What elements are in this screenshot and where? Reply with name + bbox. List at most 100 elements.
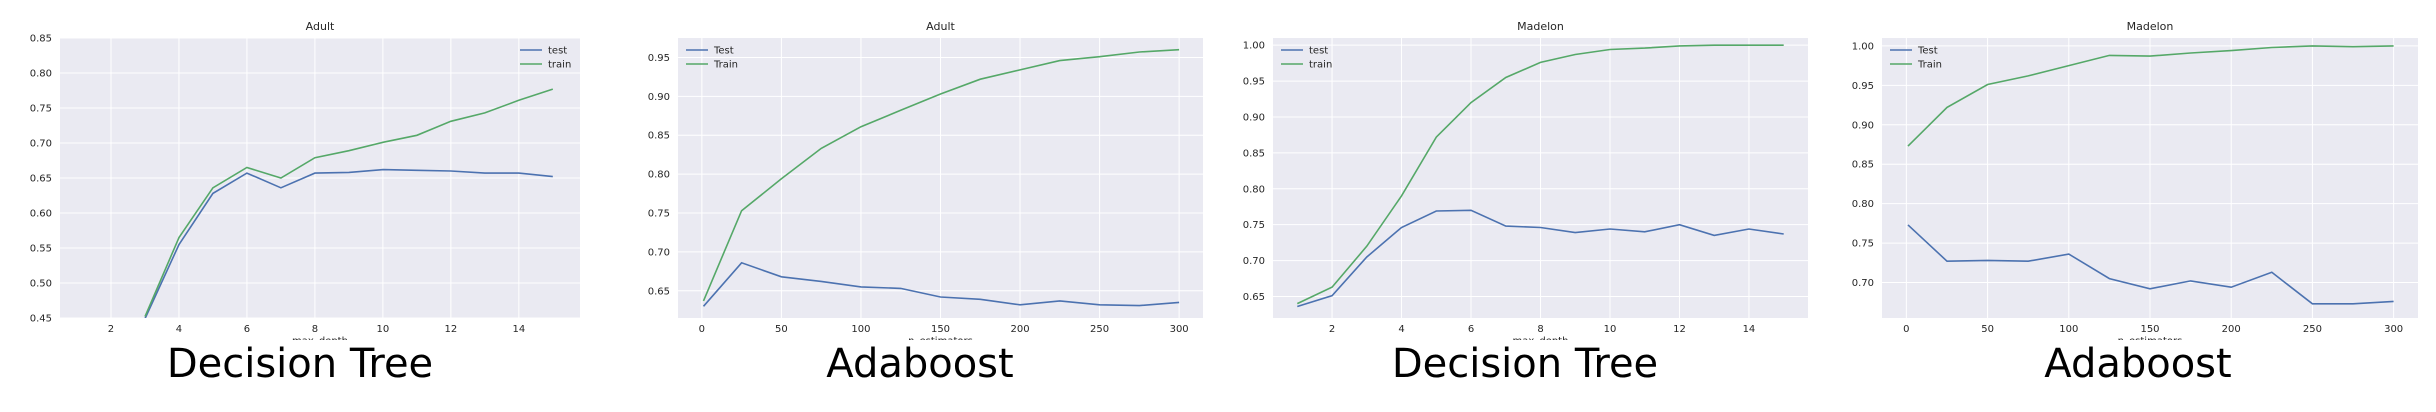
- x-tick-label: 10: [377, 324, 390, 335]
- y-tick-label: 0.90: [1852, 120, 1874, 131]
- chart-title: Madelon: [1517, 20, 1564, 33]
- x-axis-label: max_depth: [292, 336, 348, 340]
- gridlines: [678, 38, 1203, 318]
- legend-label: Train: [713, 60, 738, 71]
- y-tick-label: 0.75: [1852, 239, 1874, 250]
- chart-panel-3: 0.65 0.70 0.75 0.80 0.85 0.90 0.95 1.00 2 4 6 8 10 12…: [1225, 0, 1825, 412]
- x-tick-label: 100: [851, 324, 870, 335]
- legend-label: test: [1309, 46, 1328, 57]
- chart-panel-2: 0.65 0.70 0.75 0.80 0.85 0.90 0.95 0 50 100 150 200…: [620, 0, 1220, 412]
- legend-label: Test: [1917, 46, 1938, 57]
- series-line-train: [144, 88, 554, 317]
- y-tick-label: 0.90: [1243, 112, 1265, 123]
- series-line-train: [702, 48, 1180, 302]
- series-line-train: [1296, 44, 1784, 305]
- chart-1: 0.45 0.50 0.55 0.60 0.65 0.70 0.75 0.80 0.85 2 4 6 8…: [30, 20, 580, 340]
- tick-labels: 0.65 0.70 0.75 0.80 0.85 0.90 0.95 0 50 100 150 200…: [648, 53, 1189, 335]
- chart-caption: Decision Tree: [1391, 341, 1659, 387]
- legend-label: train: [548, 60, 571, 71]
- chart-caption: Adaboost: [2044, 341, 2232, 387]
- x-axis-label: n_estimators: [908, 336, 973, 340]
- legend-label: train: [1309, 60, 1332, 71]
- legend-label: test: [548, 46, 567, 57]
- series-line-test: [1907, 224, 2394, 305]
- y-tick-label: 0.45: [30, 314, 52, 325]
- y-tick-label: 0.80: [30, 69, 52, 80]
- series-line-train: [1907, 45, 2394, 147]
- legend: Test Train: [1890, 46, 1942, 71]
- y-tick-label: 0.90: [648, 92, 670, 103]
- x-tick-label: 100: [2059, 324, 2078, 335]
- chart-3: 0.65 0.70 0.75 0.80 0.85 0.90 0.95 1.00 2 4 6 8 10 12…: [1243, 20, 1808, 340]
- y-tick-label: 0.85: [1243, 148, 1265, 159]
- y-tick-label: 0.75: [30, 104, 52, 115]
- x-tick-label: 300: [1170, 324, 1189, 335]
- y-tick-label: 0.85: [1852, 160, 1874, 171]
- x-tick-label: 8: [312, 324, 318, 335]
- chart-caption: Decision Tree: [166, 341, 434, 387]
- y-tick-label: 0.85: [30, 34, 52, 45]
- x-tick-label: 50: [775, 324, 788, 335]
- x-tick-label: 0: [1903, 324, 1909, 335]
- y-tick-label: 0.95: [1852, 81, 1874, 92]
- y-tick-label: 0.65: [30, 174, 52, 185]
- x-tick-label: 250: [2303, 324, 2322, 335]
- x-tick-label: 150: [931, 324, 950, 335]
- series-line-test: [702, 261, 1180, 307]
- x-tick-label: 14: [1743, 324, 1756, 335]
- x-tick-label: 8: [1537, 324, 1543, 335]
- tick-labels: 0.65 0.70 0.75 0.80 0.85 0.90 0.95 1.00 2 4 6 8 10 12…: [1243, 41, 1756, 335]
- legend: test train: [1281, 46, 1332, 71]
- y-tick-label: 0.70: [30, 139, 52, 150]
- x-tick-label: 14: [512, 324, 525, 335]
- y-tick-label: 1.00: [1243, 41, 1265, 52]
- x-tick-label: 50: [1981, 324, 1994, 335]
- x-tick-label: 12: [1673, 324, 1686, 335]
- y-tick-label: 0.60: [30, 209, 52, 220]
- chart-2: 0.65 0.70 0.75 0.80 0.85 0.90 0.95 0 50 100 150 200…: [648, 20, 1203, 340]
- chart-4: 0.70 0.75 0.80 0.85 0.90 0.95 1.00 0 50 100 150 200…: [1852, 20, 2418, 340]
- y-tick-label: 0.75: [1243, 220, 1265, 231]
- y-tick-label: 0.85: [648, 131, 670, 142]
- x-tick-label: 300: [2384, 324, 2403, 335]
- chart-caption: Adaboost: [826, 341, 1014, 387]
- x-tick-label: 4: [176, 324, 182, 335]
- y-tick-label: 1.00: [1852, 41, 1874, 52]
- x-tick-label: 6: [244, 324, 250, 335]
- chart-title: Madelon: [2127, 20, 2174, 33]
- tick-labels: 0.70 0.75 0.80 0.85 0.90 0.95 1.00 0 50 100 150 200…: [1852, 41, 2403, 335]
- chart-panel-1: 0.45 0.50 0.55 0.60 0.65 0.70 0.75 0.80 0.85 2 4 6 8…: [0, 0, 600, 412]
- y-tick-label: 0.70: [648, 247, 670, 258]
- x-axis-label: n_estimators: [2118, 336, 2183, 340]
- y-tick-label: 0.75: [648, 209, 670, 220]
- chart-title: Adult: [926, 20, 955, 33]
- y-tick-label: 0.65: [648, 286, 670, 297]
- x-tick-label: 150: [2140, 324, 2159, 335]
- y-tick-label: 0.95: [648, 53, 670, 64]
- x-tick-label: 4: [1398, 324, 1404, 335]
- tick-labels: 0.45 0.50 0.55 0.60 0.65 0.70 0.75 0.80 0.85 2 4 6 8…: [30, 34, 525, 336]
- x-tick-label: 2: [1329, 324, 1335, 335]
- legend: test train: [520, 46, 571, 71]
- gridlines: [1273, 38, 1808, 318]
- x-tick-label: 200: [2222, 324, 2241, 335]
- y-tick-label: 0.65: [1243, 292, 1265, 303]
- legend-label: Test: [713, 46, 734, 57]
- y-tick-label: 0.55: [30, 244, 52, 255]
- y-tick-label: 0.95: [1243, 77, 1265, 88]
- gridlines: [60, 37, 580, 319]
- x-axis-label: max_depth: [1513, 336, 1569, 340]
- x-tick-label: 250: [1090, 324, 1109, 335]
- y-tick-label: 0.80: [648, 170, 670, 181]
- x-tick-label: 2: [108, 324, 114, 335]
- chart-panel-4: 0.70 0.75 0.80 0.85 0.90 0.95 1.00 0 50 100 150 200…: [1840, 0, 2436, 412]
- x-tick-label: 10: [1604, 324, 1617, 335]
- y-tick-label: 0.50: [30, 279, 52, 290]
- legend-label: Train: [1917, 60, 1942, 71]
- y-tick-label: 0.80: [1852, 199, 1874, 210]
- series-line-test: [1297, 209, 1784, 308]
- y-tick-label: 0.70: [1852, 278, 1874, 289]
- y-tick-label: 0.80: [1243, 184, 1265, 195]
- x-tick-label: 0: [699, 324, 705, 335]
- chart-title: Adult: [306, 20, 335, 33]
